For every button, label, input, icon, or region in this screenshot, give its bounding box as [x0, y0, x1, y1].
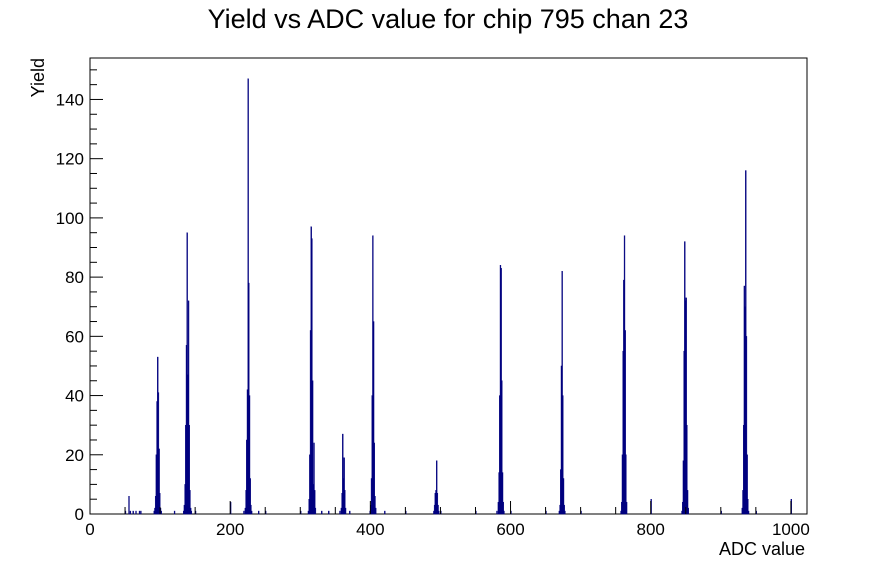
histogram-bin: [436, 493, 439, 515]
histogram-bin: [160, 510, 162, 515]
x-tick-label: 200: [216, 520, 244, 539]
histogram-bin: [375, 507, 377, 515]
histogram-bin: [686, 490, 689, 515]
histogram-bin: [314, 507, 317, 515]
histogram-bin: [563, 504, 565, 515]
histogram-bin: [502, 501, 504, 515]
histogram-bin: [190, 510, 193, 515]
histogram-bin: [129, 510, 132, 515]
histogram-series: [124, 78, 792, 515]
histogram-bin: [132, 510, 134, 515]
histogram-bin: [437, 504, 439, 515]
histogram-bin: [339, 510, 341, 515]
histogram-bin: [135, 510, 137, 515]
histogram-bin: [311, 238, 313, 515]
histogram-bin: [250, 510, 253, 515]
histogram-bin: [248, 395, 251, 515]
histogram-bin: [321, 510, 323, 515]
y-tick-label: 40: [65, 387, 84, 406]
histogram-bin: [138, 510, 141, 515]
histogram-bin: [258, 510, 260, 515]
histogram-bin: [343, 457, 345, 515]
y-tick-label: 20: [65, 446, 84, 465]
histogram-bin: [373, 442, 375, 515]
y-axis-title: Yield: [28, 58, 48, 97]
x-tick-label: 800: [637, 520, 665, 539]
histogram-bin: [562, 478, 565, 515]
histogram-bin: [186, 232, 188, 515]
histogram-bin: [189, 490, 191, 515]
histogram-bin: [342, 433, 344, 515]
histogram-bin: [496, 510, 498, 515]
histogram-bin: [250, 504, 252, 515]
histogram-bin: [344, 507, 347, 515]
histogram-bin: [384, 510, 386, 515]
histogram-bin: [747, 510, 750, 515]
histogram-bin: [625, 454, 627, 515]
y-tick-label: 100: [56, 209, 84, 228]
y-axis: 0 20 40 60 80 100 120 140: [56, 69, 103, 524]
histogram-bin: [564, 510, 566, 515]
y-tick-label: 120: [56, 150, 84, 169]
y-tick-label: 60: [65, 327, 84, 346]
histogram-bin: [438, 510, 440, 515]
y-tick-label: 0: [75, 505, 84, 524]
histogram-bin: [747, 498, 749, 515]
plot-frame: [89, 57, 808, 515]
x-axis-title: ADC value: [719, 539, 805, 559]
histogram-bin: [503, 510, 505, 515]
histogram-bin: [501, 380, 503, 515]
histogram-bin: [625, 501, 628, 515]
histogram-bin: [313, 442, 315, 515]
histogram-bin: [562, 395, 564, 515]
histogram-bin: [158, 448, 160, 515]
y-tick-label: 140: [56, 90, 84, 109]
x-tick-label: 0: [85, 520, 94, 539]
histogram-bin: [173, 510, 176, 515]
histogram-bin: [249, 478, 251, 515]
histogram-bin: [188, 424, 190, 515]
histogram-bin: [374, 496, 376, 515]
histogram-bin: [243, 510, 245, 515]
histogram-bin: [501, 472, 504, 515]
histogram-bin: [314, 490, 316, 515]
x-tick-label: 600: [496, 520, 524, 539]
histogram-bin: [686, 424, 688, 515]
x-tick-label: 400: [356, 520, 384, 539]
histogram-bin: [311, 380, 314, 515]
x-axis: 0 200 400 600 800 1000: [85, 501, 810, 539]
histogram-bin: [328, 510, 330, 515]
histogram-bin: [624, 330, 626, 515]
histogram-bin: [746, 454, 748, 515]
histogram-bin: [372, 321, 375, 515]
histogram-bin: [349, 510, 351, 515]
histogram-bin: [344, 490, 346, 515]
histogram-bin: [436, 460, 438, 515]
histogram-bin: [128, 496, 130, 515]
histogram-bin: [687, 507, 689, 515]
y-tick-label: 80: [65, 268, 84, 287]
histogram-bin: [745, 336, 748, 515]
x-tick-label: 1000: [772, 520, 810, 539]
histogram-bin: [140, 510, 142, 515]
histogram-bin: [561, 270, 563, 515]
chart-title: Yield vs ADC value for chip 795 chan 23: [208, 4, 689, 34]
histogram-bin: [187, 300, 190, 515]
